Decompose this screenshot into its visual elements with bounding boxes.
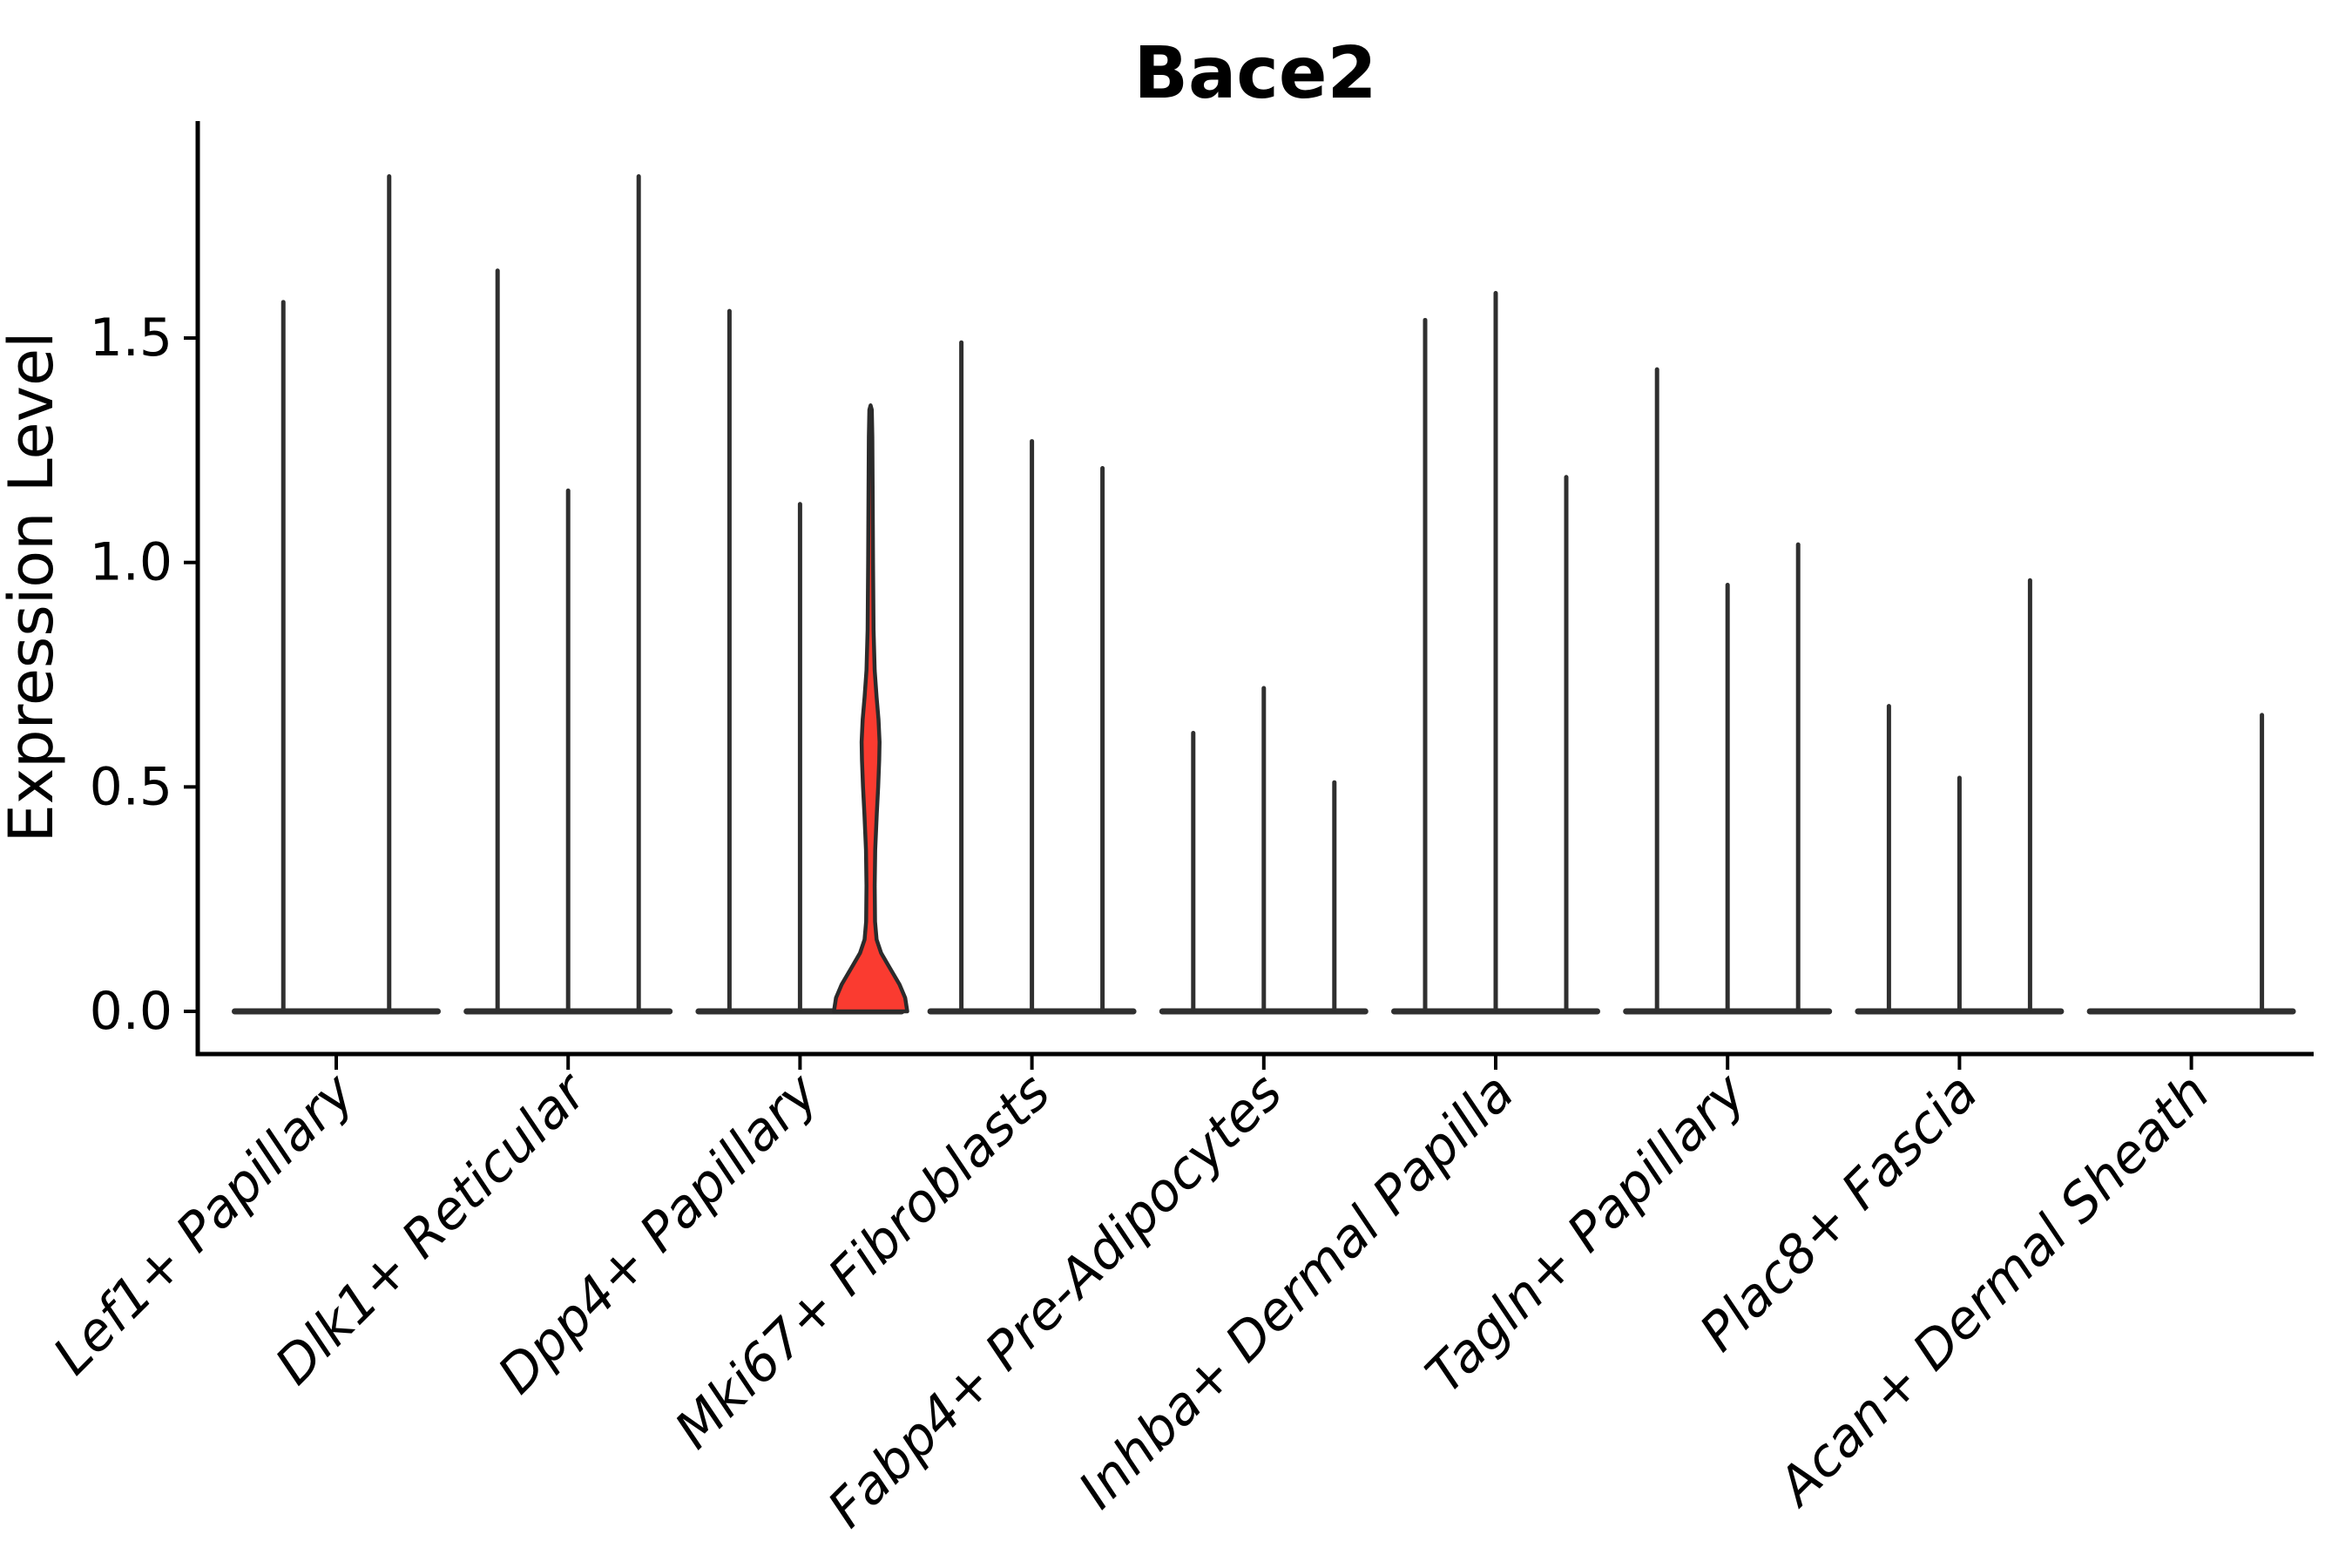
y-tick-label: 1.0: [90, 532, 172, 593]
x-tick-label: Acan+ Dermal Sheath: [1764, 1062, 2221, 1519]
y-tick-label: 0.0: [90, 981, 172, 1042]
x-tick-label: Fabp4+ Pre-Adipocytes: [816, 1062, 1294, 1539]
axes-spines: [195, 121, 2314, 1057]
y-tick-label: 0.5: [90, 756, 172, 817]
chart-title: Bace2: [1133, 32, 1376, 115]
y-axis: 0.0 0.5 1.0 1.5: [90, 308, 198, 1042]
x-tick-label: Inhba+ Dermal Papilla: [1067, 1062, 1525, 1520]
violins: [232, 174, 2296, 1015]
y-tick-label: 1.5: [90, 308, 172, 368]
y-axis-label: Expression Level: [0, 331, 67, 842]
x-tick-label: Mki67+ Fibroblasts: [664, 1062, 1063, 1461]
violin-highlighted: [832, 403, 909, 1014]
